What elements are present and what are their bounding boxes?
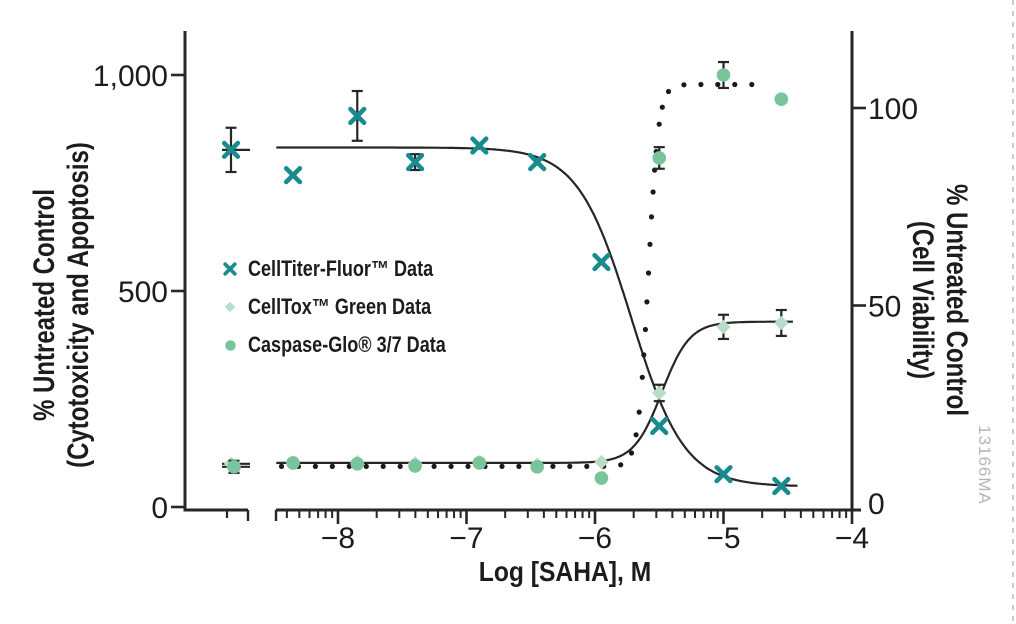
data-point-circle bbox=[472, 456, 487, 470]
data-point-x bbox=[221, 140, 241, 159]
fit-curve-dot bbox=[397, 463, 403, 469]
diamond-marker-icon bbox=[212, 300, 248, 314]
x-tick-label: −6 bbox=[578, 522, 612, 555]
fit-curve-dot bbox=[644, 299, 650, 305]
fit-curve-dot bbox=[749, 81, 755, 88]
data-point-x bbox=[714, 465, 733, 484]
left-axis-title: % Untreated Control (Cytotoxicity and Ap… bbox=[28, 97, 96, 513]
data-point-circle bbox=[652, 151, 667, 165]
fit-curve-dot bbox=[633, 432, 639, 438]
fit-curve-dot bbox=[431, 463, 437, 469]
fit-curve-dot bbox=[465, 463, 471, 469]
fit-curve-dot bbox=[499, 463, 505, 469]
data-point-x bbox=[528, 153, 547, 172]
right-axis-title: % Untreated Control (Cell Viability) bbox=[905, 92, 973, 508]
data-point-circle bbox=[408, 459, 422, 473]
fit-curve-dot bbox=[645, 270, 652, 276]
circle-marker-icon bbox=[212, 338, 248, 353]
fit-curve-dot bbox=[618, 462, 624, 468]
fit-curve-dot bbox=[641, 352, 647, 358]
fit-curve-dot bbox=[732, 81, 738, 88]
data-point-x bbox=[406, 153, 425, 172]
fit-curve-dot bbox=[715, 81, 721, 88]
fit-curve-dot bbox=[656, 121, 662, 127]
data-point-circle bbox=[774, 92, 789, 106]
left-tick-label: 1,000 bbox=[93, 60, 168, 93]
legend-label: CellTox™ Green Data bbox=[248, 294, 432, 319]
fit-curve-dot bbox=[642, 326, 649, 333]
right-tick-label: 100 bbox=[868, 93, 918, 126]
fit-curve-solid bbox=[276, 146, 798, 487]
right-axis-title-line1: % Untreated Control bbox=[940, 183, 973, 416]
fit-curve-dot bbox=[628, 450, 635, 456]
fit-curve-dot bbox=[346, 463, 352, 469]
fit-curve-dot bbox=[665, 88, 672, 95]
legend: CellTiter-Fluor™ Data CellTox™ Green Dat… bbox=[212, 250, 489, 364]
data-point-diamond bbox=[594, 454, 609, 470]
data-point-circle bbox=[286, 456, 300, 470]
data-point-x bbox=[348, 106, 367, 125]
fit-curve-dot bbox=[659, 104, 665, 110]
data-point-x bbox=[650, 416, 669, 436]
legend-item-celltox-green: CellTox™ Green Data bbox=[212, 288, 489, 326]
data-point-x bbox=[470, 136, 489, 155]
fit-curve-dot bbox=[636, 409, 642, 415]
fit-curve-dot bbox=[329, 463, 335, 469]
data-point-x bbox=[772, 476, 791, 496]
legend-label: Caspase-Glo® 3/7 Data bbox=[248, 332, 446, 357]
x-tick-label: −4 bbox=[835, 522, 869, 555]
right-axis-title-line2: (Cell Viability) bbox=[906, 220, 939, 380]
fit-curve-dot bbox=[550, 463, 556, 469]
left-tick-label: 500 bbox=[118, 276, 168, 309]
x-axis-title: Log [SAHA], M bbox=[478, 556, 652, 587]
watermark-part-number: 13166MA bbox=[975, 425, 994, 505]
fit-curve-dot bbox=[650, 189, 656, 195]
fit-curve-dot bbox=[584, 463, 590, 469]
data-point-diamond bbox=[774, 315, 789, 331]
x-tick-label: −5 bbox=[706, 522, 740, 555]
left-axis-title-line2: (Cytotoxicity and Apoptosis) bbox=[62, 142, 95, 468]
left-tick-label: 0 bbox=[151, 492, 168, 525]
left-axis-title-line1: % Untreated Control bbox=[28, 189, 61, 422]
data-point-circle bbox=[594, 471, 609, 485]
x-marker-icon bbox=[212, 261, 248, 277]
x-tick-label: −8 bbox=[321, 522, 355, 555]
right-tick-label: 0 bbox=[868, 488, 885, 521]
fit-curve-dot bbox=[380, 463, 386, 469]
data-point-circle bbox=[227, 460, 241, 474]
data-point-circle bbox=[530, 460, 544, 474]
fit-curve-dot bbox=[516, 463, 522, 469]
data-point-circle bbox=[716, 68, 731, 82]
data-point-x bbox=[592, 252, 611, 272]
fit-curve-dot bbox=[448, 463, 454, 469]
legend-label: CellTiter-Fluor™ Data bbox=[248, 256, 434, 281]
data-points bbox=[221, 60, 791, 496]
page-border-dashed bbox=[1012, 0, 1014, 624]
data-point-x bbox=[283, 166, 303, 185]
right-tick-label: 50 bbox=[868, 291, 901, 324]
fit-curve-dot bbox=[278, 463, 285, 469]
fit-curve-dot bbox=[648, 214, 655, 220]
x-tick-label: −7 bbox=[449, 522, 483, 555]
fit-curve-dot bbox=[567, 463, 573, 469]
data-point-circle bbox=[350, 457, 365, 471]
fit-curve-dot bbox=[312, 463, 318, 469]
fit-curve-dot bbox=[647, 241, 653, 247]
fit-curve-dot bbox=[681, 82, 687, 88]
data-point-diamond bbox=[652, 385, 667, 401]
fit-curve-dot bbox=[698, 81, 704, 88]
data-point-diamond bbox=[716, 319, 731, 335]
fit-curve-dot bbox=[363, 463, 369, 469]
legend-item-caspase-glo: Caspase-Glo® 3/7 Data bbox=[212, 326, 489, 364]
fit-curve-dot bbox=[639, 374, 645, 380]
legend-item-celltiter-fluor: CellTiter-Fluor™ Data bbox=[212, 250, 489, 288]
